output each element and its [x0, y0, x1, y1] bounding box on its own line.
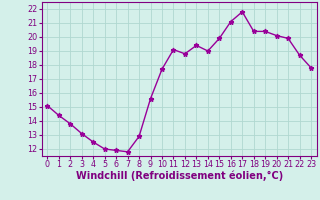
X-axis label: Windchill (Refroidissement éolien,°C): Windchill (Refroidissement éolien,°C)	[76, 171, 283, 181]
